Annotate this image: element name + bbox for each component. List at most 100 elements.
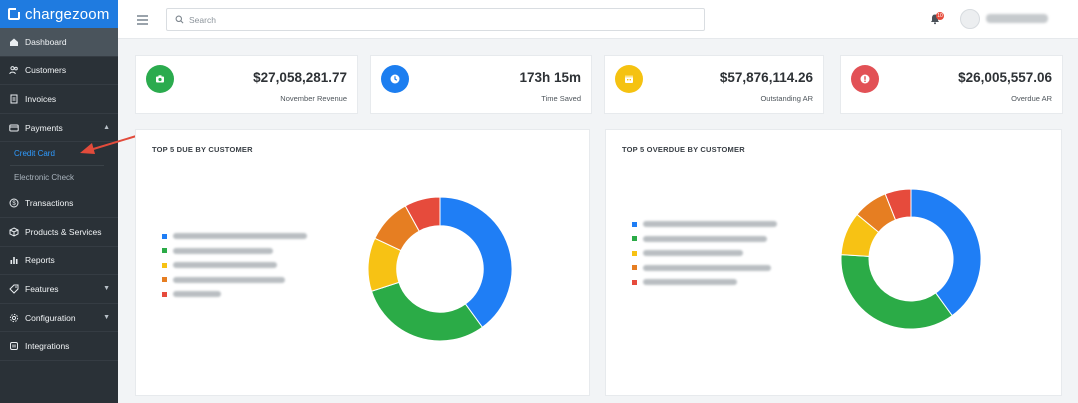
dashboard-icon	[8, 36, 19, 47]
search-input[interactable]	[189, 14, 689, 25]
donut-slice-5[interactable]	[404, 196, 441, 232]
chart-panel-top-overdue: TOP 5 OVERDUE BY CUSTOMER	[605, 129, 1062, 396]
legend-item	[162, 244, 307, 259]
calendar-icon	[615, 65, 643, 93]
brand[interactable]: chargezoom	[0, 0, 118, 28]
notification-badge: 10	[936, 12, 944, 20]
menu-icon[interactable]	[137, 15, 148, 25]
sidebar-item-label: Payments	[25, 122, 63, 133]
sidebar-item-customers[interactable]: Customers	[0, 57, 118, 86]
tag-icon	[8, 283, 19, 294]
sidebar-subitem-credit-card[interactable]: Credit Card	[0, 142, 118, 165]
sidebar-item-products[interactable]: Products & Services	[0, 218, 118, 247]
legend-label-redacted	[173, 291, 221, 298]
legend-swatch	[632, 236, 637, 242]
sidebar-item-invoices[interactable]: Invoices	[0, 85, 118, 114]
donut-chart-top-overdue	[840, 188, 982, 330]
plug-icon	[8, 341, 19, 352]
stat-value: $57,876,114.26	[719, 70, 813, 85]
sidebar-item-label: Features	[25, 283, 59, 294]
stat-value: $27,058,281.77	[253, 70, 347, 85]
users-icon	[8, 65, 19, 76]
chevron-down-icon: ▼	[103, 314, 110, 322]
username-blurred[interactable]	[986, 14, 1048, 23]
panel-title: TOP 5 OVERDUE BY CUSTOMER	[622, 145, 745, 154]
donut-chart-top-due	[367, 196, 513, 342]
dollar-circle-icon: $	[8, 198, 19, 209]
credit-card-icon	[8, 122, 19, 133]
sidebar-item-dashboard[interactable]: Dashboard	[0, 28, 118, 57]
legend-label-redacted	[643, 221, 777, 228]
sidebar-item-label: Customers	[25, 65, 67, 76]
legend-item	[632, 217, 777, 232]
legend-label-redacted	[173, 262, 277, 269]
avatar[interactable]	[960, 9, 980, 29]
bar-chart-icon	[8, 255, 19, 266]
chart-panel-top-due: TOP 5 DUE BY CUSTOMER	[135, 129, 590, 396]
legend-swatch	[162, 248, 167, 254]
legend-swatch	[632, 265, 637, 271]
legend-item	[162, 258, 307, 273]
legend-label-redacted	[173, 247, 273, 254]
stat-value: $26,005,557.06	[958, 70, 1052, 85]
legend-item	[162, 229, 307, 244]
search-icon	[175, 15, 184, 24]
legend-label-redacted	[643, 279, 737, 286]
chevron-down-icon: ▼	[103, 285, 110, 293]
stat-label: November Revenue	[280, 94, 347, 103]
sidebar-item-reports[interactable]: Reports	[0, 247, 118, 276]
donut-slice-5[interactable]	[884, 188, 912, 221]
legend-item	[162, 273, 307, 288]
donut-slice-1[interactable]	[439, 196, 513, 328]
svg-text:$: $	[12, 201, 16, 207]
chevron-up-icon: ▲	[103, 124, 110, 132]
sidebar-nav: Dashboard Customers Invoices Payments ▲ …	[0, 28, 118, 361]
stat-label: Outstanding AR	[760, 94, 813, 103]
legend-swatch	[632, 221, 637, 227]
panel-title: TOP 5 DUE BY CUSTOMER	[152, 145, 253, 154]
sidebar-item-integrations[interactable]: Integrations	[0, 332, 118, 361]
donut-slice-1[interactable]	[910, 188, 982, 317]
stat-card-time-saved: 173h 15m Time Saved	[370, 55, 592, 114]
stat-card-revenue: $27,058,281.77 November Revenue	[135, 55, 358, 114]
legend-swatch	[162, 262, 167, 268]
chart-legend	[162, 229, 307, 302]
legend-swatch	[162, 277, 167, 283]
legend-item	[632, 261, 777, 276]
stat-card-outstanding-ar: $57,876,114.26 Outstanding AR	[604, 55, 824, 114]
legend-swatch	[632, 250, 637, 256]
legend-item	[632, 232, 777, 247]
invoice-icon	[8, 93, 19, 104]
chart-legend	[632, 217, 777, 290]
legend-item	[632, 275, 777, 290]
sidebar: chargezoom Dashboard Customers Invoices …	[0, 0, 118, 403]
legend-label-redacted	[643, 235, 767, 242]
sidebar-subitem-electronic-check[interactable]: Electronic Check	[0, 166, 118, 189]
sidebar-item-transactions[interactable]: $ Transactions	[0, 189, 118, 218]
topbar: 10	[118, 0, 1078, 39]
legend-label-redacted	[173, 233, 307, 240]
sidebar-subitem-label: Electronic Check	[14, 173, 75, 183]
chargezoom-logo-icon	[8, 7, 21, 20]
search-box[interactable]	[166, 8, 705, 31]
stat-label: Time Saved	[541, 94, 581, 103]
alert-icon	[851, 65, 879, 93]
stat-card-overdue-ar: $26,005,557.06 Overdue AR	[840, 55, 1063, 114]
donut-slice-2[interactable]	[370, 281, 484, 342]
legend-label-redacted	[643, 250, 743, 257]
sidebar-subitem-label: Credit Card	[14, 149, 55, 159]
sidebar-item-label: Dashboard	[25, 36, 67, 47]
gear-icon	[8, 312, 19, 323]
sidebar-item-label: Transactions	[25, 198, 74, 209]
divider	[10, 165, 104, 167]
legend-swatch	[162, 291, 167, 297]
sidebar-item-configuration[interactable]: Configuration ▼	[0, 304, 118, 333]
legend-swatch	[162, 233, 167, 239]
donut-slice-2[interactable]	[840, 254, 953, 330]
sidebar-item-label: Integrations	[25, 341, 70, 352]
sidebar-item-label: Configuration	[25, 312, 76, 323]
sidebar-item-payments[interactable]: Payments ▲	[0, 114, 118, 143]
sidebar-item-features[interactable]: Features ▼	[0, 275, 118, 304]
legend-swatch	[632, 279, 637, 285]
sidebar-item-label: Invoices	[25, 93, 57, 104]
